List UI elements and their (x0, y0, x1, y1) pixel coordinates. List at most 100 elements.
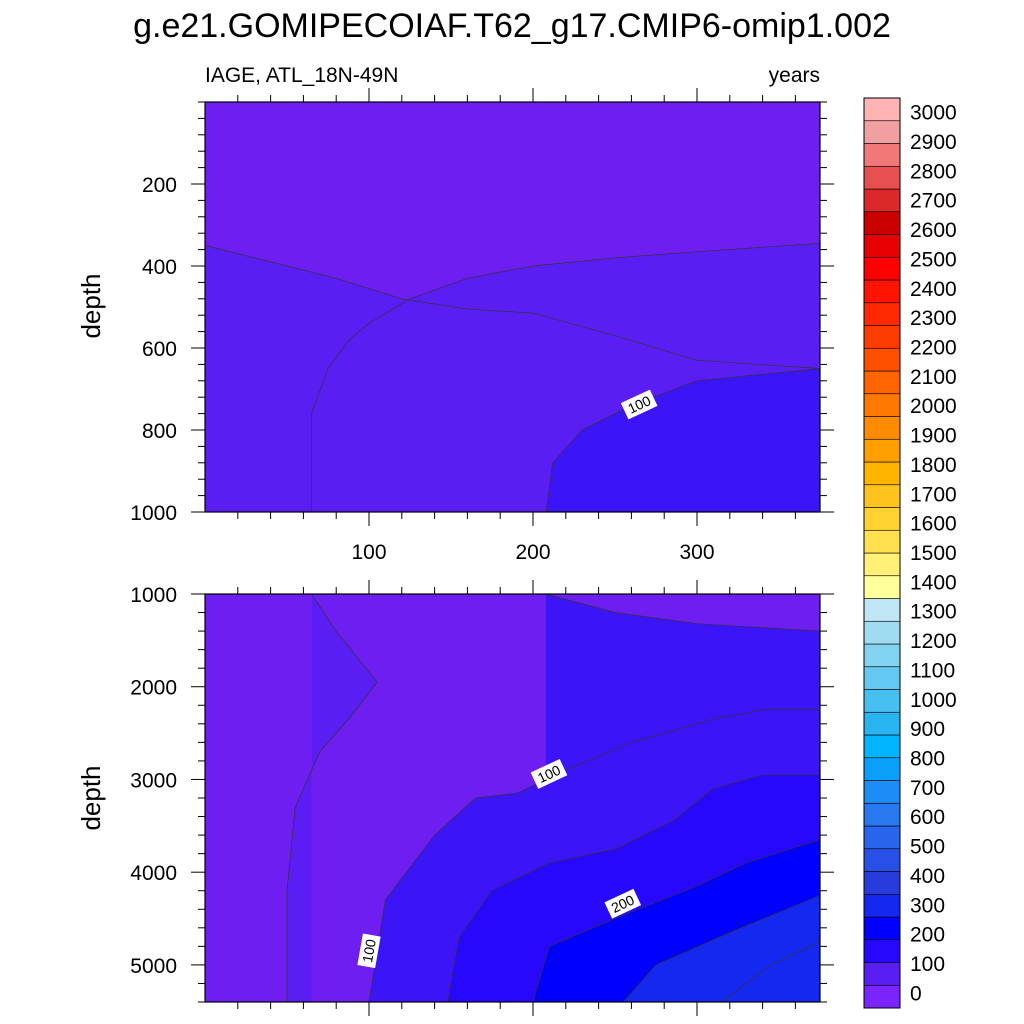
colorbar-swatch (863, 165, 901, 190)
y-tick-label: 1000 (130, 502, 177, 525)
colorbar-label: 300 (910, 894, 945, 917)
colorbar-label: 2600 (910, 219, 957, 242)
y-tick-label: 1000 (130, 584, 177, 607)
y-axis-label: depth (76, 765, 106, 830)
colorbar-swatch (863, 279, 901, 304)
colorbar-label: 1700 (910, 483, 957, 506)
colorbar-swatch (863, 620, 901, 645)
colorbar-swatch (863, 575, 901, 599)
y-tick-label: 3000 (130, 769, 177, 792)
y-tick-label: 800 (142, 420, 177, 443)
colorbar-swatch (863, 939, 901, 963)
colorbar-label: 400 (910, 865, 945, 888)
colorbar-label: 100 (910, 953, 945, 976)
contour-line (205, 245, 820, 369)
plot-frame (204, 101, 821, 513)
colorbar-swatch (863, 848, 901, 872)
colorbar-swatch (863, 780, 901, 804)
panel-left-string: IAGE, ATL_18N-49N (205, 64, 398, 87)
contour-label-box (620, 389, 658, 420)
colorbar-frame (863, 97, 901, 1009)
colorbar-label: 2200 (910, 337, 957, 360)
x-tick-label: 300 (679, 541, 714, 564)
colorbar-swatch (863, 598, 901, 622)
colorbar-swatch (863, 507, 901, 531)
colorbar-swatch (863, 484, 901, 508)
colorbar-swatch (863, 416, 901, 440)
colorbar-swatch (863, 393, 901, 417)
colorbar-swatch (863, 120, 901, 144)
colorbar-label: 1900 (910, 425, 957, 448)
plot-area: 100 100 200 300 200 400 600 800 1000 (130, 88, 834, 564)
colorbar-swatch (863, 552, 901, 577)
colorbar-label: 700 (910, 777, 945, 800)
colorbar-label: 2800 (910, 160, 957, 183)
colorbar-swatch (863, 757, 901, 781)
colorbar-swatch (863, 370, 901, 395)
contour-label-box (604, 888, 642, 919)
contour-fill (546, 368, 820, 512)
colorbar-label: 1200 (910, 630, 957, 653)
colorbar-label: 2300 (910, 307, 957, 330)
colorbar-label: 1600 (910, 513, 957, 536)
colorbar-label: 600 (910, 806, 945, 829)
contour-fill (721, 941, 820, 1002)
contour-label-box (530, 758, 568, 789)
colorbar-swatch (863, 143, 901, 167)
colorbar-label: 1500 (910, 542, 957, 565)
y-tick-label: 5000 (130, 955, 177, 978)
colorbar-swatch (863, 802, 901, 827)
colorbar-label: 1300 (910, 601, 957, 624)
colorbar-label: 2400 (910, 278, 957, 301)
colorbar-label: 3000 (910, 102, 957, 125)
colorbar-label: 500 (910, 836, 945, 859)
colorbar-label: 1000 (910, 689, 957, 712)
colorbar-swatch (863, 211, 901, 235)
contour-line (721, 941, 820, 1002)
colorbar-swatch (863, 734, 901, 759)
contour-fills: 100 (205, 102, 820, 512)
colorbar-swatch (863, 529, 901, 554)
colorbar-swatch (863, 689, 901, 713)
colorbar-swatch (863, 234, 901, 258)
colorbar-label: 1100 (910, 659, 955, 682)
contour-line (532, 839, 820, 1002)
colorbar-swatch (863, 711, 901, 736)
contour-line (311, 243, 820, 512)
colorbar-swatch (863, 962, 901, 986)
colorbar-swatch (863, 666, 901, 690)
colorbar-swatch (863, 984, 901, 1009)
colorbar-swatch (863, 325, 901, 349)
contour-label: 100 (357, 933, 381, 969)
y-axis-label: depth (76, 273, 106, 338)
colorbar-swatch (863, 893, 901, 918)
colorbar-swatch (863, 438, 901, 463)
colorbar: 0 100 200 300 400 500 600 700 800 900 1000 1100 1200… (863, 97, 957, 1009)
colorbar-swatch (863, 256, 901, 281)
y-tick-label: 4000 (130, 862, 177, 885)
contour-line (447, 774, 820, 1002)
panel-units-string: years (769, 64, 820, 87)
contour-line (546, 594, 820, 632)
x-tick-label: 200 (515, 541, 550, 564)
colorbar-swatch (863, 461, 901, 486)
contour-label-box (357, 933, 381, 969)
upper-panel: IAGE, ATL_18N-49N years depth 100 100 200 3… (76, 64, 834, 564)
colorbar-swatch (863, 188, 901, 213)
colorbar-swatch (863, 97, 901, 122)
colorbar-label: 2500 (910, 248, 957, 271)
contour-label-text: 100 (359, 938, 379, 964)
colorbar-swatch (863, 871, 901, 895)
figure-title: g.e21.GOMIPECOIAF.T62_g17.CMIP6-omip1.00… (133, 7, 891, 45)
x-tick-label: 100 (351, 541, 386, 564)
colorbar-label: 0 (910, 982, 922, 1005)
contour-line (545, 368, 820, 512)
colorbar-swatch (863, 825, 901, 850)
colorbar-label: 900 (910, 718, 945, 741)
y-tick-label: 200 (142, 174, 177, 197)
contour-label: 100 (620, 389, 658, 420)
y-tick-label: 600 (142, 338, 177, 361)
